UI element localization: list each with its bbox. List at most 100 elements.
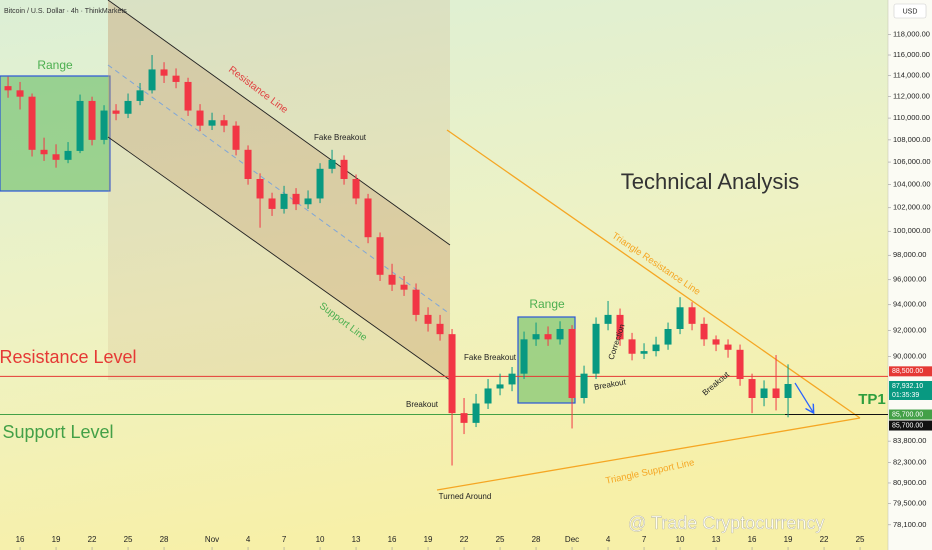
x-tick-label: 4 xyxy=(606,535,611,544)
y-tick-label: 78,100.00 xyxy=(893,520,926,529)
candle-body xyxy=(472,403,480,423)
candle-body xyxy=(448,334,456,414)
candle-body xyxy=(784,383,792,399)
chart-title: Bitcoin / U.S. Dollar · 4h · ThinkMarket… xyxy=(4,8,127,15)
level-name: Resistance Level xyxy=(0,347,137,367)
y-tick-label: 98,000.00 xyxy=(893,250,926,259)
candle-body xyxy=(208,120,216,126)
candle-body xyxy=(580,373,588,399)
candle-body xyxy=(508,373,516,385)
triangle-resistance xyxy=(446,129,861,419)
candle-body xyxy=(664,328,672,345)
candle-body xyxy=(520,339,528,374)
candle-body xyxy=(616,314,624,340)
candle-body xyxy=(712,339,720,345)
y-tick-label: 94,000.00 xyxy=(893,300,926,309)
candle-body xyxy=(628,339,636,354)
x-tick-label: 13 xyxy=(712,535,721,544)
x-tick-label: 22 xyxy=(88,535,97,544)
y-tick-label: 110,000.00 xyxy=(893,113,930,122)
candle-body xyxy=(268,198,276,209)
price-tag xyxy=(889,380,932,400)
candle-body xyxy=(136,90,144,101)
y-tick-label: 83,800.00 xyxy=(893,436,926,445)
annotation: Fake Breakout xyxy=(314,133,367,142)
candle-body xyxy=(148,69,156,91)
candle-body xyxy=(676,307,684,329)
candle-body xyxy=(556,328,564,340)
y-tick-label: 80,900.00 xyxy=(893,478,926,487)
annotation: Breakout xyxy=(406,400,439,409)
candle-body xyxy=(40,149,48,155)
candle-body xyxy=(760,388,768,399)
x-tick-label: 10 xyxy=(316,535,325,544)
price-tag xyxy=(889,420,932,431)
triangle-support xyxy=(436,417,861,491)
candle-body xyxy=(748,379,756,399)
candle-body xyxy=(64,150,72,160)
candle-body xyxy=(244,149,252,179)
candle-body xyxy=(100,110,108,140)
candle-body xyxy=(436,323,444,335)
candle-body xyxy=(124,100,132,114)
candle-body xyxy=(532,334,540,340)
candle-body xyxy=(232,125,240,150)
candle-body xyxy=(364,198,372,238)
plot-background xyxy=(0,0,888,550)
channel-upper xyxy=(107,0,451,246)
currency-box xyxy=(893,3,927,19)
candle-body xyxy=(220,120,228,126)
price-tag-label: 85,700.00 xyxy=(892,411,923,418)
candle-body xyxy=(316,168,324,199)
x-tick-label: 28 xyxy=(532,535,541,544)
candle-body xyxy=(52,154,60,160)
y-tick-label: 112,000.00 xyxy=(893,92,930,101)
candle-body xyxy=(484,388,492,404)
price-axis xyxy=(888,0,932,550)
candle-body xyxy=(112,110,120,114)
x-tick-label: 19 xyxy=(784,535,793,544)
price-tag xyxy=(889,366,932,377)
projection-arrow xyxy=(794,382,813,412)
x-tick-label: 25 xyxy=(496,535,505,544)
candle-body xyxy=(640,351,648,354)
candle-body xyxy=(460,413,468,423)
x-tick-label: 7 xyxy=(642,535,647,544)
x-tick-label: 4 xyxy=(246,535,251,544)
y-tick-label: 100,000.00 xyxy=(893,226,931,235)
annotation: Technical Analysis xyxy=(621,169,800,194)
candle-body xyxy=(388,274,396,285)
y-tick-label: 82,300.00 xyxy=(893,458,926,467)
candle-body xyxy=(172,75,180,82)
x-tick-label: 28 xyxy=(160,535,169,544)
candle-body xyxy=(544,334,552,340)
y-tick-label: 108,000.00 xyxy=(893,135,931,144)
candle-body xyxy=(400,284,408,290)
candle-body xyxy=(292,193,300,205)
candle-body xyxy=(724,344,732,350)
x-tick-label: 25 xyxy=(124,535,133,544)
candle-body xyxy=(736,349,744,380)
watermark: @ Trade Cryptocurrency xyxy=(628,513,824,533)
channel-mid xyxy=(107,64,451,315)
candle-body xyxy=(328,159,336,169)
x-tick-label: 22 xyxy=(820,535,829,544)
drawings xyxy=(0,0,861,491)
annotation: Fake Breakout xyxy=(464,353,517,362)
x-tick-label: 22 xyxy=(460,535,469,544)
x-tick-label: 10 xyxy=(676,535,685,544)
x-tick-label: 25 xyxy=(856,535,865,544)
level-name: Support Level xyxy=(2,422,113,442)
channel-lower xyxy=(107,136,451,381)
candle-body xyxy=(652,344,660,352)
annotation: TP1 xyxy=(858,391,886,408)
y-tick-label: 102,000.00 xyxy=(893,203,931,212)
x-tick-label: 16 xyxy=(16,535,25,544)
candle-body xyxy=(16,90,24,97)
candle-body xyxy=(256,178,264,199)
candle-body xyxy=(88,100,96,140)
x-tick-label: 7 xyxy=(282,535,287,544)
x-tick-label: 19 xyxy=(52,535,61,544)
candle-body xyxy=(376,237,384,275)
